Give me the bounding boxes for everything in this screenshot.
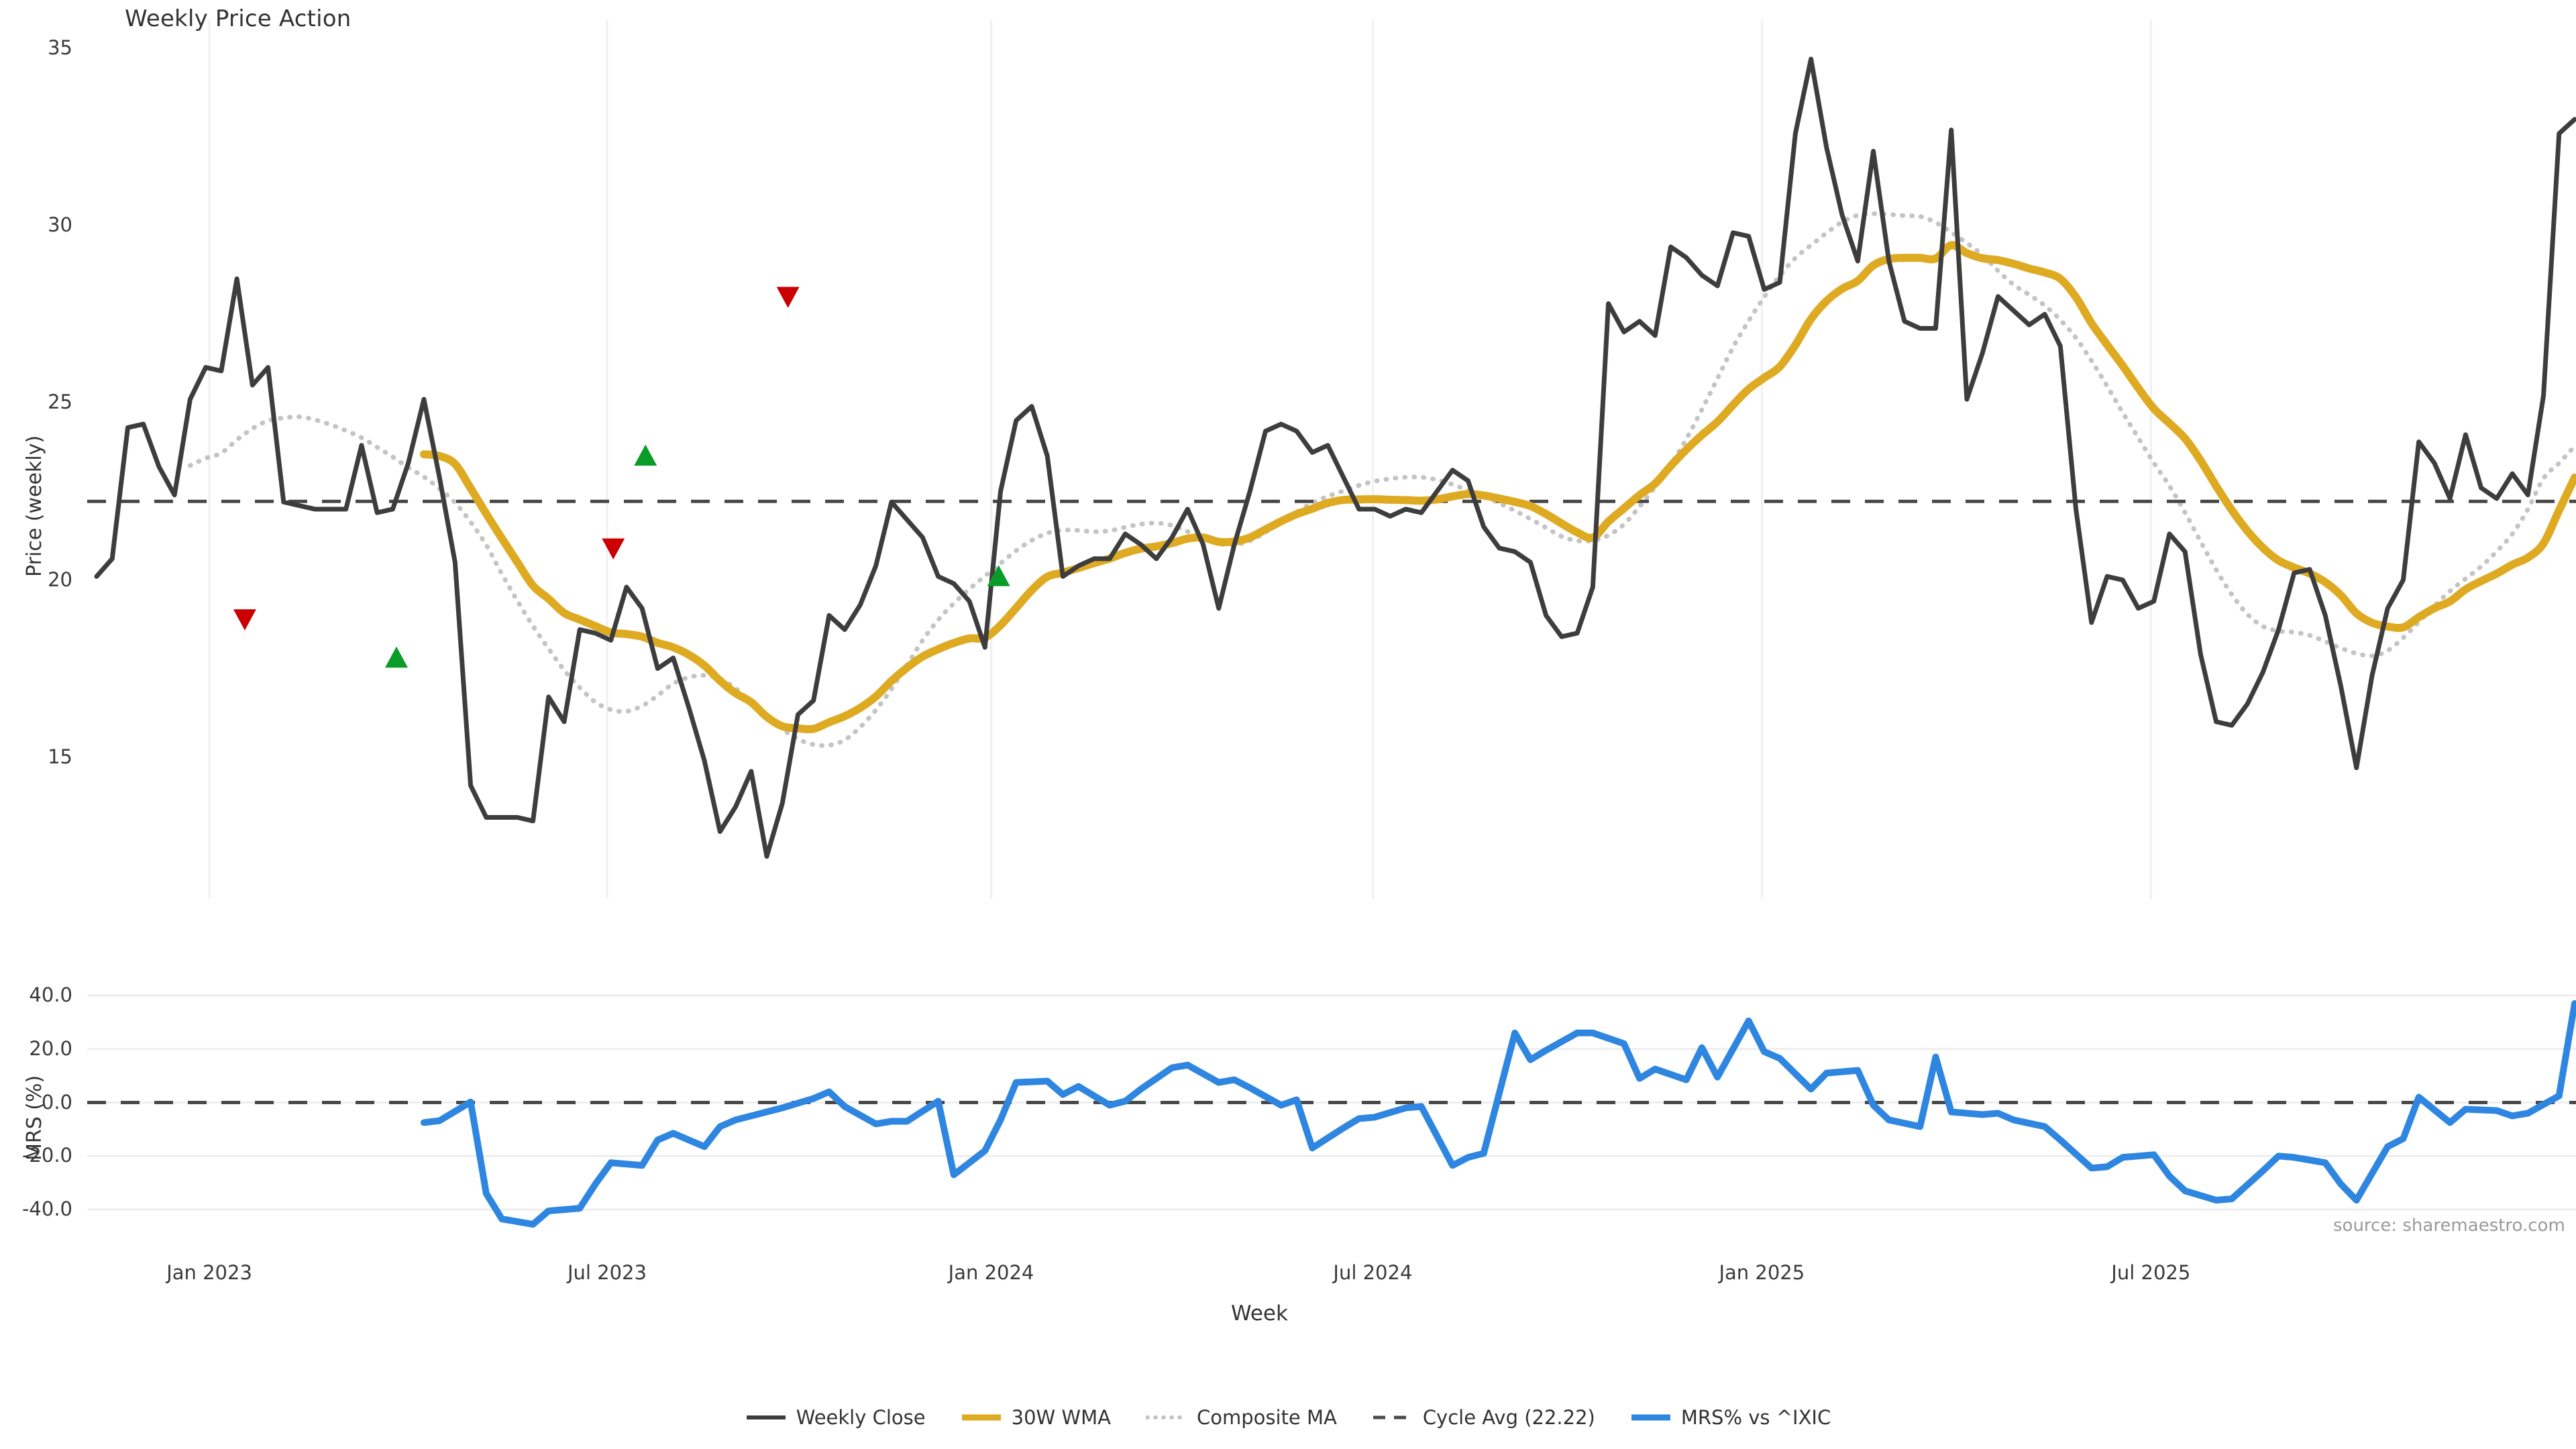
chart-title: Weekly Price Action — [125, 5, 352, 32]
legend-item-4[interactable]: MRS% vs ^IXIC — [1630, 1406, 1831, 1429]
wma30-line — [419, 241, 2576, 734]
mrs-ytick-4: -40.0 — [21, 1197, 72, 1221]
xtick-2: Jan 2024 — [948, 1261, 1034, 1284]
price-ytick-1: 30 — [48, 213, 72, 237]
legend-item-1[interactable]: 30W WMA — [961, 1406, 1111, 1429]
sell-signal-marker — [776, 286, 800, 309]
mrs-ytick-1: 20.0 — [29, 1036, 72, 1060]
legend-label: Composite MA — [1196, 1406, 1337, 1429]
price-ytick-2: 25 — [48, 390, 72, 414]
legend-item-0[interactable]: Weekly Close — [745, 1406, 926, 1429]
price-ytick-3: 20 — [48, 568, 72, 591]
buy-signal-marker — [384, 646, 408, 668]
sell-signal-marker — [602, 538, 625, 560]
chart-legend: Weekly Close 30W WMA Composite MA Cycle Avg… — [0, 1406, 2576, 1429]
price-axis-label: Price (weekly) — [23, 435, 46, 577]
xtick-3: Jul 2024 — [1333, 1261, 1413, 1284]
weekly-close-line — [94, 56, 2576, 859]
legend-label: MRS% vs ^IXIC — [1680, 1406, 1831, 1429]
x-axis-label: Week — [1231, 1301, 1288, 1326]
legend-swatch-line — [961, 1414, 1001, 1421]
composite-ma-line — [187, 211, 2576, 748]
xtick-5: Jul 2025 — [2111, 1261, 2191, 1284]
legend-swatch-line — [1631, 1414, 1670, 1421]
buy-signal-marker — [634, 444, 657, 466]
xtick-0: Jan 2023 — [166, 1261, 252, 1284]
mrs-ytick-3: -20.0 — [21, 1144, 72, 1167]
legend-swatch-line — [1373, 1415, 1412, 1419]
xtick-1: Jul 2023 — [567, 1261, 647, 1284]
buy-signal-marker — [987, 565, 1010, 586]
source-watermark: source: sharemaestro.com — [2333, 1216, 2565, 1236]
price-ytick-0: 35 — [48, 36, 72, 60]
xtick-4: Jan 2025 — [1719, 1261, 1805, 1284]
legend-label: Cycle Avg (22.22) — [1422, 1406, 1595, 1429]
price-panel-plot — [87, 20, 2576, 899]
legend-label: 30W WMA — [1011, 1406, 1111, 1429]
mrs-axis-label: MRS (%) — [23, 1075, 46, 1161]
legend-swatch-line — [746, 1415, 786, 1419]
legend-item-3[interactable]: Cycle Avg (22.22) — [1372, 1406, 1595, 1429]
legend-item-2[interactable]: Composite MA — [1145, 1406, 1337, 1429]
mrs-ytick-2: 0.0 — [41, 1090, 72, 1114]
mrs-line — [420, 1000, 2576, 1228]
legend-swatch-line — [1145, 1415, 1187, 1419]
mrs-panel-plot — [87, 994, 2576, 1228]
mrs-ytick-0: 40.0 — [29, 983, 72, 1006]
legend-label: Weekly Close — [796, 1406, 926, 1429]
sell-signal-marker — [233, 609, 256, 631]
price-ytick-4: 15 — [48, 745, 72, 768]
